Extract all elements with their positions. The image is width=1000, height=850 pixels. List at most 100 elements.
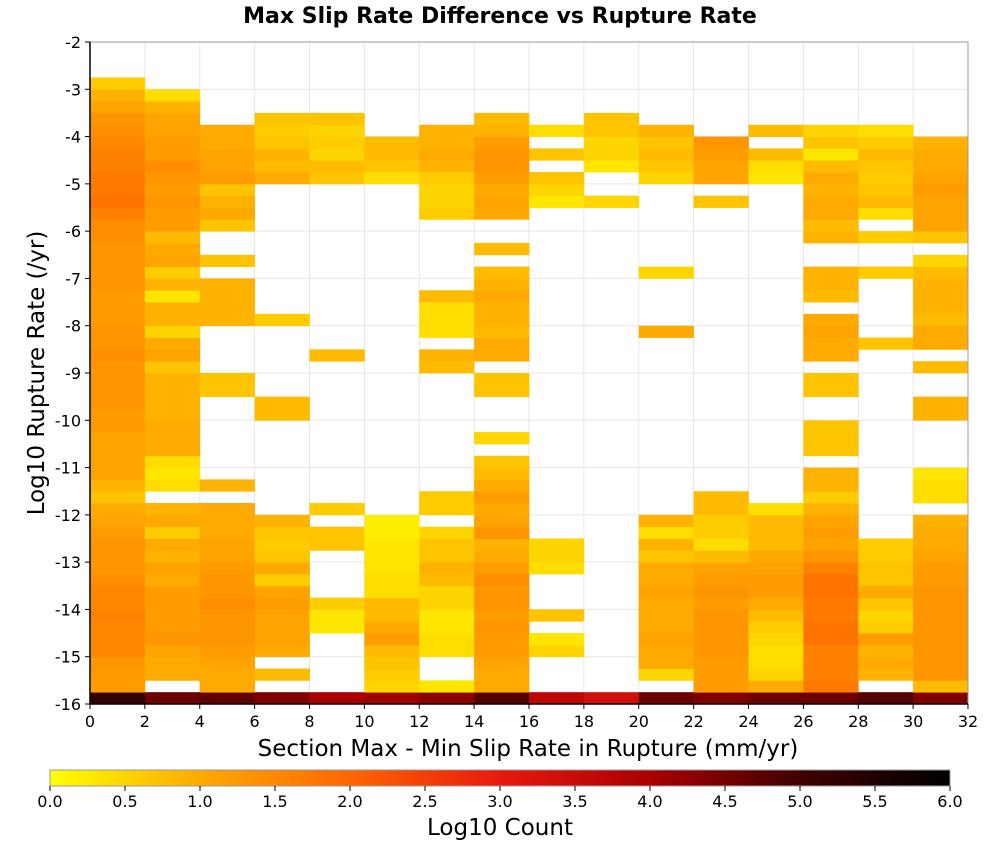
heatmap-cell xyxy=(858,183,914,197)
heatmap-cell xyxy=(144,349,201,362)
heatmap-cell xyxy=(474,148,530,161)
heatmap-cell xyxy=(858,633,914,646)
heatmap-cell xyxy=(254,112,310,126)
heatmap-cell xyxy=(90,361,146,374)
heatmap-cell xyxy=(309,609,365,622)
heatmap-cell xyxy=(199,195,256,208)
heatmap-cell xyxy=(913,514,969,528)
heatmap-cell xyxy=(144,432,201,445)
heatmap-cell xyxy=(913,538,969,551)
heatmap-cell xyxy=(529,562,585,575)
heatmap-cell xyxy=(254,136,310,149)
x-axis-ticks: 0 2 4 6 8 10 12 14 16 18 20 22 24 26 28 30 32 xyxy=(85,704,978,731)
heatmap-cell xyxy=(583,124,640,137)
heatmap-cell xyxy=(803,136,859,149)
heatmap-cell xyxy=(803,290,859,303)
heatmap-cell xyxy=(199,550,256,563)
heatmap-cell xyxy=(803,467,859,480)
heatmap-cell xyxy=(858,644,914,658)
heatmap-cell xyxy=(693,195,749,208)
heatmap-cell xyxy=(913,207,969,220)
heatmap-cell xyxy=(144,207,201,220)
heatmap-cell xyxy=(90,432,146,445)
heatmap-cell xyxy=(144,231,201,244)
heatmap-cell xyxy=(419,183,475,197)
heatmap-cell xyxy=(748,148,804,161)
heatmap-cell xyxy=(748,644,804,658)
heatmap-cell xyxy=(474,503,530,516)
heatmap-cell xyxy=(638,609,695,622)
heatmap-cell xyxy=(474,337,530,350)
heatmap-cell xyxy=(913,562,969,575)
y-tick-label: -4 xyxy=(65,128,81,147)
heatmap-cell xyxy=(638,644,695,658)
colorbar xyxy=(49,769,951,787)
heatmap-cell xyxy=(144,148,201,161)
heatmap-cell xyxy=(474,644,530,658)
heatmap-cell xyxy=(913,313,969,327)
heatmap-cell xyxy=(858,124,914,137)
heatmap-cell xyxy=(693,172,749,185)
heatmap-cell xyxy=(913,278,969,291)
heatmap-cell xyxy=(254,538,310,551)
heatmap-cell xyxy=(199,384,256,398)
heatmap-cell xyxy=(803,585,859,599)
heatmap-cell xyxy=(748,680,804,693)
heatmap-cell xyxy=(638,136,695,149)
heatmap-cell xyxy=(474,124,530,137)
heatmap-cell xyxy=(90,420,146,433)
y-tick-label: -3 xyxy=(65,80,81,99)
heatmap-cell xyxy=(913,254,969,268)
heatmap-cell xyxy=(913,183,969,197)
heatmap-cell xyxy=(90,550,146,563)
heatmap-cell xyxy=(858,172,914,185)
heatmap-cell xyxy=(693,491,749,504)
heatmap-cell xyxy=(474,633,530,646)
heatmap-cell xyxy=(748,621,804,634)
heatmap-cell xyxy=(913,633,969,646)
heatmap-cell xyxy=(144,195,201,208)
heatmap-cell xyxy=(254,514,310,528)
heatmap-cell xyxy=(638,514,695,528)
heatmap-cell xyxy=(364,597,420,610)
heatmap-cell xyxy=(474,325,530,338)
heatmap-cell xyxy=(419,644,475,658)
heatmap-cell xyxy=(90,680,146,693)
heatmap-cell xyxy=(474,609,530,622)
heatmap-cell xyxy=(748,124,804,137)
heatmap-cell xyxy=(254,408,310,421)
heatmap-cell xyxy=(199,479,256,492)
heatmap-cell xyxy=(254,668,310,681)
heatmap-cell xyxy=(144,514,201,528)
heatmap-cell xyxy=(858,231,914,244)
colorbar-tick-label: 2.5 xyxy=(412,792,437,811)
heatmap-cell xyxy=(803,219,859,232)
heatmap-cell xyxy=(199,254,256,268)
heatmap-cell xyxy=(913,195,969,208)
heatmap-cell xyxy=(638,585,695,599)
heatmap-cell xyxy=(693,136,749,149)
colorbar-ticks: 0.0 0.5 1.0 1.5 2.0 2.5 3.0 3.5 4.0 4.5 5.0 5.5 6.0 xyxy=(37,786,963,811)
heatmap-cell xyxy=(858,573,914,587)
heatmap-cell xyxy=(803,420,859,433)
heatmap-cell xyxy=(474,313,530,327)
heatmap-cell xyxy=(254,526,310,539)
heatmap-cell xyxy=(858,195,914,208)
heatmap-cell xyxy=(748,526,804,539)
heatmap-cell xyxy=(254,573,310,587)
heatmap-cell xyxy=(144,112,201,126)
heatmap-cell xyxy=(364,668,420,681)
heatmap-cell xyxy=(254,585,310,599)
y-tick-label: -16 xyxy=(55,695,81,714)
colorbar-tick-label: 0.0 xyxy=(37,792,62,811)
heatmap-cell xyxy=(693,609,749,622)
heatmap-cell xyxy=(474,585,530,599)
heatmap-cell xyxy=(529,550,585,563)
heatmap-cell xyxy=(803,443,859,457)
heatmap-cell xyxy=(858,136,914,149)
heatmap-cell xyxy=(474,562,530,575)
x-tick-label: 8 xyxy=(304,712,314,731)
heatmap-cell xyxy=(419,680,475,693)
heatmap-cell xyxy=(90,526,146,539)
heatmap-cell xyxy=(90,467,146,480)
